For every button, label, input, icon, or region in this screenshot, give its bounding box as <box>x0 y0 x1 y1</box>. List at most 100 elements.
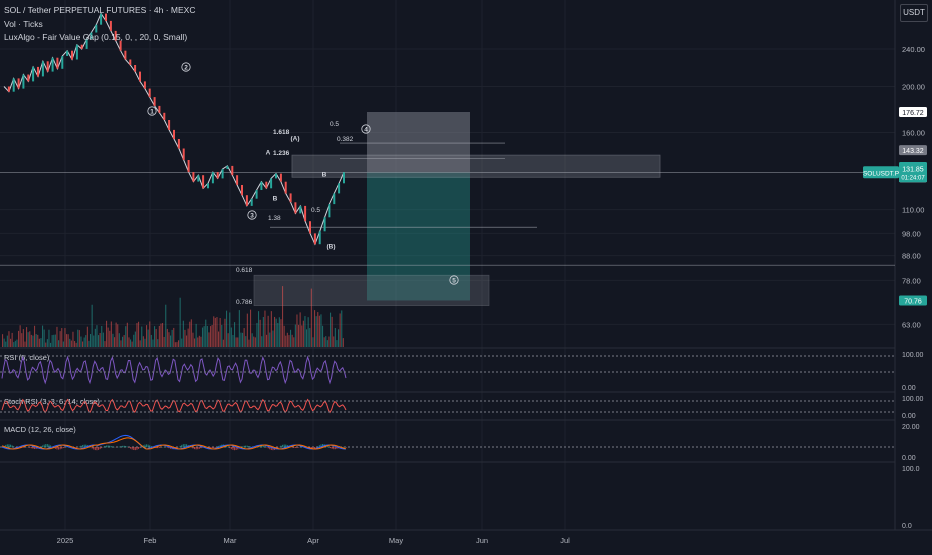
volume-bar <box>12 333 13 347</box>
volume-bar <box>24 342 25 347</box>
volume-bar <box>157 339 158 347</box>
volume-bar <box>248 340 249 347</box>
volume-bar <box>264 311 265 347</box>
macd-histogram-bar <box>148 445 149 448</box>
volume-bar <box>256 323 257 347</box>
volume-bar <box>8 331 9 347</box>
macd-histogram-bar <box>280 446 281 448</box>
volume-bar <box>276 319 277 347</box>
volume-bar <box>268 316 269 347</box>
volume-bar <box>277 323 278 347</box>
macd-histogram-bar <box>111 446 112 447</box>
macd-histogram-bar <box>248 446 249 447</box>
macd-histogram-bar <box>328 447 329 448</box>
volume-bar <box>287 333 288 347</box>
volume-bar <box>322 326 323 347</box>
macd-histogram-bar <box>63 447 64 448</box>
volume-bar <box>92 305 93 347</box>
volume-bar <box>39 339 40 347</box>
price-candle <box>294 202 296 213</box>
volume-bar <box>42 326 43 347</box>
volume-bar <box>252 333 253 347</box>
price-candle <box>222 169 224 178</box>
volume-bar <box>239 310 240 347</box>
macd-histogram-bar <box>76 447 77 448</box>
price-candle <box>197 175 199 181</box>
volume-bar <box>55 335 56 347</box>
macd-histogram-bar <box>125 446 126 447</box>
x-tick-label: Jun <box>476 536 488 545</box>
y-tick-label: 110.00 <box>902 206 924 215</box>
volume-bar <box>127 323 128 347</box>
macd-histogram-bar <box>264 446 265 447</box>
volume-bar <box>221 325 222 347</box>
volume-bar <box>162 323 163 347</box>
price-candle <box>260 182 262 190</box>
x-tick-label: Feb <box>144 536 157 545</box>
volume-bar <box>328 337 329 347</box>
volume-bar <box>95 329 96 347</box>
volume-bar <box>167 329 168 347</box>
macd-histogram-bar <box>296 447 297 448</box>
price-candle <box>256 190 258 199</box>
volume-bar <box>266 335 267 347</box>
volume-bar <box>336 340 337 347</box>
price-candle <box>168 120 170 130</box>
volume-bar <box>324 337 325 347</box>
volume-bar <box>224 319 225 347</box>
volume-bar <box>98 335 99 347</box>
lower-tick-bottom: 0.0 <box>902 523 912 530</box>
price-candle <box>333 193 335 204</box>
fib-label: 0.5 <box>311 207 320 214</box>
macd-histogram-bar <box>84 445 85 448</box>
macd-histogram-bar <box>120 446 121 447</box>
price-candle <box>285 182 287 194</box>
price-axis-label: 176.72 <box>902 110 924 117</box>
price-axis-label: 143.32 <box>902 148 924 155</box>
price-candle <box>324 217 326 231</box>
price-candle <box>154 97 156 106</box>
rsi-line <box>2 357 346 383</box>
price-candle <box>144 81 146 88</box>
price-candle <box>66 51 68 56</box>
x-tick-label: Jul <box>560 536 570 545</box>
volume-bar <box>223 340 224 347</box>
countdown-label: 01:24:07 <box>901 175 925 181</box>
volume-bar <box>175 342 176 347</box>
macd-histogram-bar <box>181 445 182 447</box>
volume-bar <box>47 339 48 347</box>
volume-bar <box>295 325 296 347</box>
volume-bar <box>170 336 171 347</box>
volume-legend[interactable]: Vol · Ticks <box>4 19 43 29</box>
volume-bar <box>191 319 192 347</box>
macd-histogram-bar <box>247 446 248 448</box>
volume-bar <box>330 313 331 347</box>
macd-histogram-bar <box>200 447 201 448</box>
macd-histogram-bar <box>184 444 185 447</box>
macd-histogram-bar <box>29 447 30 448</box>
volume-bar <box>218 332 219 347</box>
symbol-legend[interactable]: SOL / Tether PERPETUAL FUTURES · 4h · ME… <box>4 5 195 15</box>
price-candle <box>158 106 160 113</box>
y-tick-label: 78.00 <box>902 276 921 285</box>
volume-bar <box>212 325 213 347</box>
macd-histogram-bar <box>234 447 235 450</box>
volume-bar <box>10 339 11 347</box>
macd-histogram-bar <box>7 444 8 447</box>
volume-bar <box>261 336 262 347</box>
volume-bar <box>228 333 229 347</box>
volume-bar <box>140 340 141 347</box>
volume-bar <box>202 328 203 347</box>
volume-bar <box>60 331 61 347</box>
volume-bar <box>172 330 173 347</box>
fvg-legend[interactable]: LuxAlgo - Fair Value Gap (0.15, 0, , 20,… <box>4 32 187 42</box>
price-candle <box>304 206 306 221</box>
price-candle <box>27 75 29 82</box>
volume-bar <box>141 327 142 347</box>
price-candle <box>139 72 141 82</box>
currency-button[interactable]: USDT <box>900 4 928 22</box>
volume-bar <box>269 333 270 347</box>
volume-bar <box>103 333 104 347</box>
